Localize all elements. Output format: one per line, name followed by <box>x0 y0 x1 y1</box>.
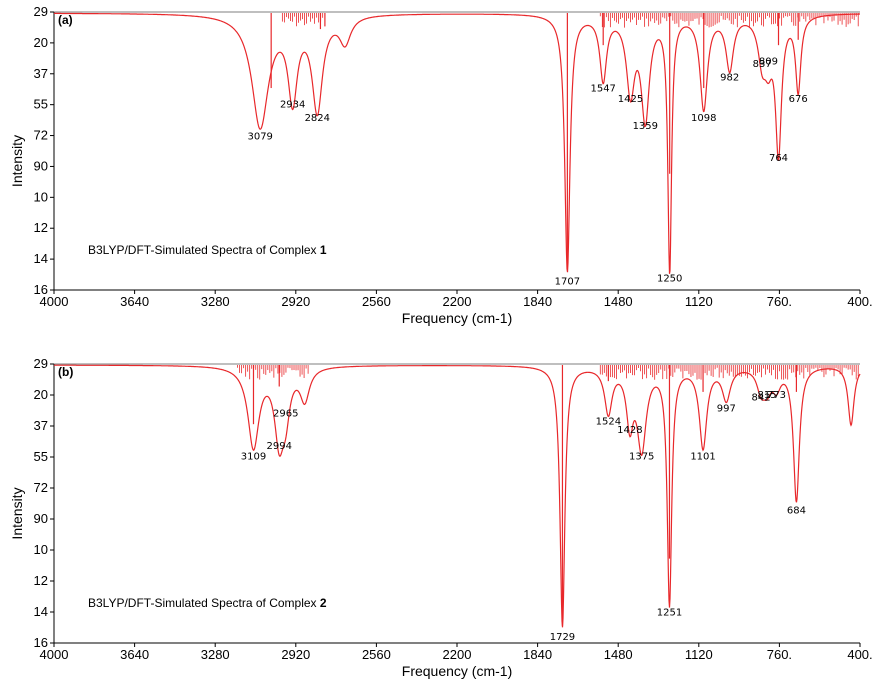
x-axis-title: Frequency (cm-1) <box>402 310 512 326</box>
y-tick-label: 14 <box>34 251 48 266</box>
peak-label: 676 <box>789 94 808 105</box>
x-tick-label: 2920 <box>281 647 310 662</box>
x-tick-label: 1120 <box>685 294 713 309</box>
peak-label: 1251 <box>657 608 682 619</box>
x-tick-label: 1840 <box>523 294 552 309</box>
y-tick-label: 10 <box>34 189 48 204</box>
peak-label: 1375 <box>629 452 654 463</box>
y-tick-label: 55 <box>34 97 48 112</box>
peak-label: 1359 <box>633 121 658 132</box>
x-tick-label: 1120 <box>685 647 713 662</box>
caption-text: B3LYP/DFT-Simulated Spectra of Complex <box>88 243 320 257</box>
x-tick-label: 400. <box>847 647 872 662</box>
x-tick-label: 3280 <box>201 647 230 662</box>
y-tick-label: 14 <box>34 604 48 619</box>
y-tick-label: 37 <box>34 418 48 433</box>
x-tick-label: 1480 <box>604 294 633 309</box>
y-tick-label: 16 <box>34 282 48 297</box>
x-tick-label: 4000 <box>40 294 69 309</box>
peak-label: 1250 <box>657 274 682 285</box>
x-tick-label: 2920 <box>281 294 310 309</box>
peak-label: 1428 <box>617 425 642 436</box>
peak-label: 997 <box>717 403 736 414</box>
peak-label: 982 <box>720 73 739 84</box>
peak-label: 815 <box>758 390 777 401</box>
peak-label: 3079 <box>247 132 272 143</box>
y-tick-label: 90 <box>34 511 48 526</box>
x-tick-label: 760. <box>767 294 792 309</box>
peak-label: 684 <box>787 506 806 517</box>
y-tick-label: 29 <box>34 356 48 371</box>
y-tick-label: 12 <box>34 573 48 588</box>
caption-text: B3LYP/DFT-Simulated Spectra of Complex <box>88 596 320 610</box>
caption: B3LYP/DFT-Simulated Spectra of Complex 2 <box>88 596 327 610</box>
peak-label: 1547 <box>590 83 615 94</box>
y-tick-label: 16 <box>34 635 48 650</box>
y-tick-label: 37 <box>34 66 48 81</box>
x-tick-label: 3640 <box>120 647 149 662</box>
peak-label: 1101 <box>690 452 715 463</box>
x-tick-label: 400. <box>847 294 872 309</box>
peak-label: 3109 <box>241 452 266 463</box>
peak-label: 1524 <box>596 417 621 428</box>
x-tick-label: 3280 <box>201 294 230 309</box>
peak-label: 1729 <box>550 632 575 643</box>
y-tick-label: 72 <box>34 480 48 495</box>
peak-label: 773 <box>767 390 786 401</box>
x-tick-label: 760. <box>767 647 792 662</box>
peak-label: 764 <box>769 153 788 164</box>
spectrum-curve <box>54 12 860 274</box>
panel-label: (b) <box>58 365 73 379</box>
peak-label: 809 <box>759 57 778 68</box>
peak-label: 1707 <box>555 276 580 287</box>
panel-label: (a) <box>58 13 73 27</box>
x-tick-label: 2200 <box>443 647 472 662</box>
peak-label: 2965 <box>273 409 298 420</box>
y-tick-label: 72 <box>34 128 48 143</box>
peak-label: 1098 <box>691 113 716 124</box>
y-tick-label: 10 <box>34 542 48 557</box>
peak-label: 2994 <box>267 441 292 452</box>
x-tick-label: 2560 <box>362 294 391 309</box>
y-tick-label: 20 <box>34 387 48 402</box>
x-axis-title: Frequency (cm-1) <box>402 663 512 679</box>
y-tick-label: 90 <box>34 158 48 173</box>
y-tick-label: 29 <box>34 4 48 19</box>
x-tick-label: 3640 <box>120 294 149 309</box>
peak-label: 837 <box>753 59 772 70</box>
x-tick-label: 1840 <box>523 647 552 662</box>
y-axis-title: Intensity <box>9 135 25 187</box>
y-axis-title: Intensity <box>9 487 25 539</box>
x-tick-label: 2560 <box>362 647 391 662</box>
spectrum-curve <box>54 364 861 628</box>
peak-label: 2824 <box>305 113 330 124</box>
y-tick-label: 55 <box>34 449 48 464</box>
x-tick-label: 1480 <box>604 647 633 662</box>
peak-label: 842 <box>751 393 770 404</box>
caption-complex-number: 2 <box>320 596 327 610</box>
peak-label: 2934 <box>280 99 305 110</box>
y-tick-label: 12 <box>34 220 48 235</box>
caption: B3LYP/DFT-Simulated Spectra of Complex 1 <box>88 243 327 257</box>
caption-complex-number: 1 <box>320 243 327 257</box>
x-tick-label: 4000 <box>40 647 69 662</box>
y-tick-label: 20 <box>34 35 48 50</box>
peak-label: 1425 <box>618 94 643 105</box>
x-tick-label: 2200 <box>443 294 472 309</box>
